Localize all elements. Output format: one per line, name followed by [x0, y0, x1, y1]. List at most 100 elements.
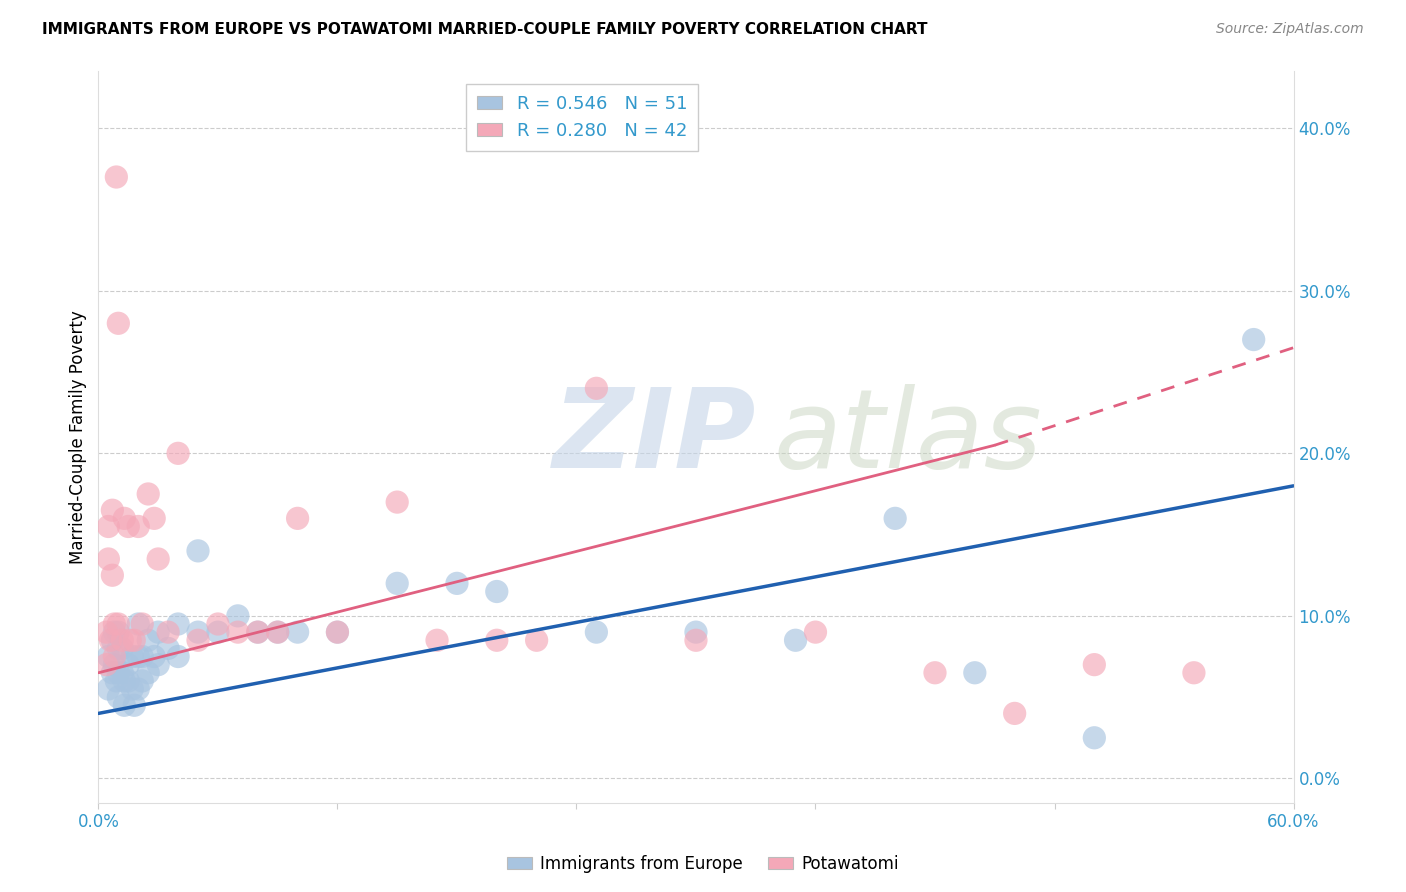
Text: IMMIGRANTS FROM EUROPE VS POTAWATOMI MARRIED-COUPLE FAMILY POVERTY CORRELATION C: IMMIGRANTS FROM EUROPE VS POTAWATOMI MAR…: [42, 22, 928, 37]
Point: [97, 681, 120, 696]
Point: [207, 625, 229, 640]
Point: [103, 625, 125, 640]
Point: [326, 625, 349, 640]
Point: [485, 584, 508, 599]
Point: [127, 617, 149, 632]
Point: [103, 617, 125, 632]
Point: [105, 673, 128, 688]
Text: atlas: atlas: [773, 384, 1042, 491]
Point: [884, 511, 907, 525]
Point: [131, 673, 153, 688]
Point: [1083, 731, 1105, 745]
Point: [124, 698, 146, 713]
Point: [187, 544, 209, 558]
Point: [207, 617, 229, 632]
Point: [96, 625, 118, 640]
Point: [111, 633, 134, 648]
Legend: R = 0.546   N = 51, R = 0.280   N = 42: R = 0.546 N = 51, R = 0.280 N = 42: [465, 84, 697, 151]
Point: [103, 649, 125, 664]
Point: [101, 568, 124, 582]
Point: [267, 625, 290, 640]
Point: [131, 649, 153, 664]
Point: [127, 649, 149, 664]
Point: [101, 503, 124, 517]
Point: [1182, 665, 1205, 680]
Point: [136, 665, 159, 680]
Point: [101, 633, 124, 648]
Point: [148, 657, 170, 672]
Point: [121, 649, 143, 664]
Point: [136, 633, 159, 648]
Point: [107, 316, 129, 330]
Point: [103, 657, 125, 672]
Point: [127, 519, 149, 533]
Point: [112, 698, 135, 713]
Point: [97, 649, 120, 664]
Y-axis label: Married-Couple Family Poverty: Married-Couple Family Poverty: [69, 310, 87, 564]
Point: [101, 665, 124, 680]
Point: [1243, 333, 1265, 347]
Point: [385, 576, 409, 591]
Point: [426, 633, 449, 648]
Point: [287, 625, 309, 640]
Point: [485, 633, 508, 648]
Point: [96, 657, 118, 672]
Point: [446, 576, 468, 591]
Point: [148, 552, 170, 566]
Point: [963, 665, 986, 680]
Point: [804, 625, 827, 640]
Point: [143, 649, 166, 664]
Point: [124, 633, 146, 648]
Point: [585, 381, 607, 395]
Text: Source: ZipAtlas.com: Source: ZipAtlas.com: [1216, 22, 1364, 37]
Point: [287, 511, 309, 525]
Point: [167, 446, 190, 460]
Point: [136, 487, 159, 501]
Point: [685, 633, 707, 648]
Point: [785, 633, 807, 648]
Point: [117, 657, 139, 672]
Point: [97, 519, 120, 533]
Legend: Immigrants from Europe, Potawatomi: Immigrants from Europe, Potawatomi: [501, 848, 905, 880]
Point: [143, 511, 166, 525]
Point: [526, 633, 548, 648]
Point: [246, 625, 269, 640]
Point: [157, 641, 180, 656]
Point: [187, 625, 209, 640]
Point: [148, 625, 170, 640]
Point: [685, 625, 707, 640]
Point: [121, 681, 143, 696]
Point: [112, 673, 135, 688]
Point: [267, 625, 290, 640]
Point: [924, 665, 946, 680]
Point: [1004, 706, 1026, 721]
Point: [167, 649, 190, 664]
Point: [167, 617, 190, 632]
Point: [117, 519, 139, 533]
Text: ZIP: ZIP: [553, 384, 756, 491]
Point: [111, 641, 134, 656]
Point: [326, 625, 349, 640]
Point: [107, 617, 129, 632]
Point: [107, 625, 129, 640]
Point: [226, 625, 249, 640]
Point: [111, 665, 134, 680]
Point: [107, 690, 129, 705]
Point: [385, 495, 409, 509]
Point: [187, 633, 209, 648]
Point: [105, 169, 128, 184]
Point: [131, 617, 153, 632]
Point: [107, 641, 129, 656]
Point: [112, 511, 135, 525]
Point: [246, 625, 269, 640]
Point: [97, 552, 120, 566]
Point: [1083, 657, 1105, 672]
Point: [120, 633, 142, 648]
Point: [117, 673, 139, 688]
Point: [157, 625, 180, 640]
Point: [98, 633, 122, 648]
Point: [226, 608, 249, 623]
Point: [127, 681, 149, 696]
Point: [107, 665, 129, 680]
Point: [585, 625, 607, 640]
